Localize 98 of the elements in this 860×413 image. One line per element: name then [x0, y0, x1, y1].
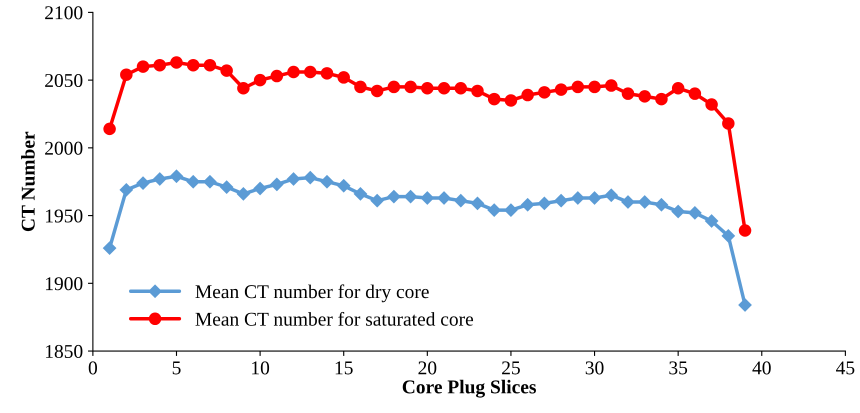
point: [320, 67, 334, 80]
point: [705, 214, 718, 228]
point: [154, 58, 166, 72]
legend-label: Mean CT number for saturated core: [195, 312, 474, 326]
y-tick-label: 1950: [46, 209, 82, 223]
point: [120, 68, 133, 81]
point: [204, 58, 216, 72]
point: [538, 196, 551, 210]
point: [388, 80, 400, 94]
x-tick-label: 30: [586, 361, 604, 374]
point: [688, 87, 702, 100]
point: [470, 196, 484, 210]
point: [588, 191, 602, 205]
point: [521, 198, 534, 212]
y-tick-label: 1850: [46, 344, 82, 358]
point: [170, 170, 184, 183]
point: [404, 80, 417, 94]
point: [304, 66, 317, 78]
point: [588, 80, 601, 94]
point: [337, 179, 350, 192]
x-tick-label: 40: [752, 361, 771, 374]
point: [320, 175, 334, 188]
point: [186, 175, 200, 188]
x-axis-title: Core Plug Slices: [402, 380, 536, 398]
point: [638, 195, 652, 209]
point: [454, 82, 468, 94]
point: [370, 194, 384, 208]
point: [136, 176, 150, 190]
x-tick-label: 20: [418, 361, 436, 374]
x-tick-label: 5: [172, 362, 181, 374]
point: [654, 198, 668, 212]
point: [688, 206, 702, 220]
point: [672, 82, 684, 94]
point: [638, 90, 651, 103]
point: [220, 64, 233, 77]
point: [738, 298, 752, 312]
point: [220, 180, 234, 194]
point: [337, 71, 350, 84]
point: [170, 56, 183, 69]
point: [370, 84, 384, 98]
point: [437, 191, 451, 205]
point: [521, 88, 534, 102]
point: [254, 74, 266, 86]
point: [354, 187, 368, 200]
point: [286, 172, 300, 186]
point: [488, 204, 501, 217]
y-tick-label: 2000: [45, 142, 82, 155]
point: [270, 70, 284, 82]
point: [554, 83, 568, 96]
point: [203, 175, 217, 188]
x-tick-label: 0: [88, 361, 97, 374]
y-tick-label: 2050: [45, 74, 82, 88]
point: [421, 82, 434, 94]
point: [404, 190, 418, 204]
x-tick-label: 10: [252, 361, 270, 374]
point: [287, 66, 300, 78]
point: [387, 190, 400, 204]
point: [186, 58, 200, 72]
point: [103, 122, 116, 136]
point: [554, 194, 568, 208]
point: [722, 229, 735, 242]
point: [504, 94, 518, 107]
point: [605, 79, 618, 92]
point: [270, 178, 284, 192]
point: [604, 188, 618, 202]
point: [438, 82, 450, 94]
x-tick-label: 15: [336, 361, 353, 374]
point: [254, 182, 267, 196]
y-axis-title: CT Number: [21, 132, 35, 232]
point: [420, 191, 434, 205]
legend-label: Mean CT number for dry core: [195, 284, 429, 302]
point: [705, 98, 718, 111]
point: [304, 171, 317, 184]
x-tick-label: 35: [669, 361, 688, 374]
point: [621, 195, 635, 209]
point: [655, 92, 668, 106]
point: [622, 87, 634, 100]
point: [120, 183, 133, 196]
x-tick-label: 45: [836, 361, 854, 374]
point: [572, 80, 584, 94]
point: [722, 117, 735, 130]
point: [237, 82, 250, 94]
point: [136, 60, 150, 73]
point: [103, 242, 116, 255]
point: [454, 194, 468, 208]
point: [738, 224, 752, 237]
y-tick-label: 1900: [46, 277, 82, 290]
point: [538, 86, 551, 99]
point: [488, 92, 500, 106]
y-tick-label: 2100: [45, 6, 82, 20]
point: [354, 80, 367, 94]
point: [504, 204, 518, 217]
point: [236, 187, 250, 200]
point: [672, 204, 685, 218]
point: [571, 191, 584, 205]
point: [471, 84, 484, 98]
point: [153, 172, 166, 186]
x-tick-label: 25: [502, 361, 520, 374]
